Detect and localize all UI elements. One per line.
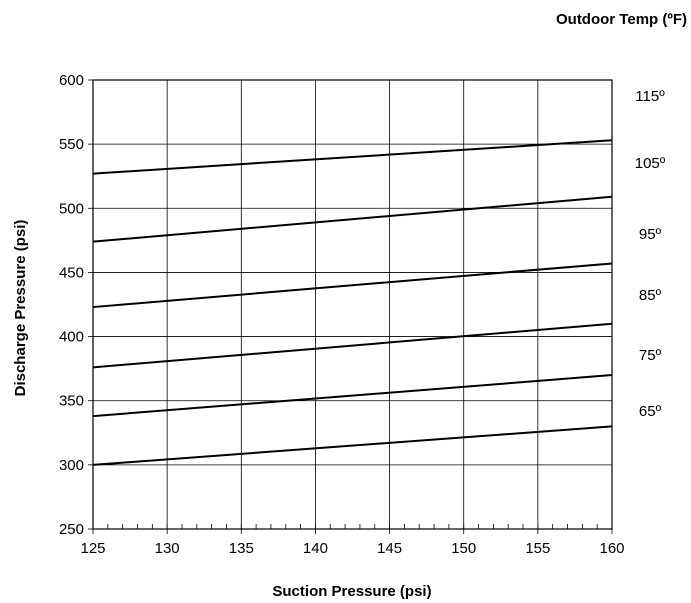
series-line — [92, 195, 613, 243]
x-tick-labels: 125 130 135 140 145 150 155 160 — [80, 540, 624, 557]
y-tick-label: 550 — [59, 136, 84, 153]
y-tick-label: 250 — [59, 521, 84, 538]
x-tick-label: 135 — [229, 540, 254, 557]
gridlines — [92, 79, 613, 530]
x-tick-label: 125 — [80, 540, 105, 557]
series-label: 95º — [639, 226, 662, 243]
series-line — [92, 139, 613, 175]
series-label: 65º — [639, 403, 662, 420]
series-label: 105º — [635, 155, 666, 172]
y-tick-labels: 250 300 350 400 450 500 550 600 — [59, 72, 84, 538]
series-line — [92, 374, 613, 418]
x-tick-label: 150 — [451, 540, 476, 557]
minor-tick-marks — [88, 79, 613, 534]
plot-frame — [92, 79, 613, 530]
series-labels: 115º 105º 95º 85º 75º 65º — [635, 88, 666, 420]
y-tick-label: 400 — [59, 329, 84, 346]
x-tick-label: 160 — [599, 540, 624, 557]
series-label: 75º — [639, 347, 662, 364]
legend-title: Outdoor Temp (ºF) — [556, 11, 687, 28]
y-axis-title: Discharge Pressure (psi) — [12, 220, 29, 397]
series-label: 85º — [639, 287, 662, 304]
series-line — [92, 262, 613, 309]
y-tick-label: 500 — [59, 200, 84, 217]
series-line — [92, 425, 613, 466]
y-tick-label: 600 — [59, 72, 84, 89]
y-tick-label: 350 — [59, 393, 84, 410]
series-label: 115º — [635, 88, 665, 105]
y-tick-label: 450 — [59, 264, 84, 281]
x-tick-label: 130 — [155, 540, 180, 557]
x-tick-label: 155 — [525, 540, 550, 557]
y-tick-label: 300 — [59, 457, 84, 474]
series-lines — [92, 139, 613, 466]
x-tick-label: 140 — [303, 540, 328, 557]
series-line — [92, 322, 613, 369]
x-axis-title: Suction Pressure (psi) — [272, 583, 431, 600]
x-tick-label: 145 — [377, 540, 402, 557]
